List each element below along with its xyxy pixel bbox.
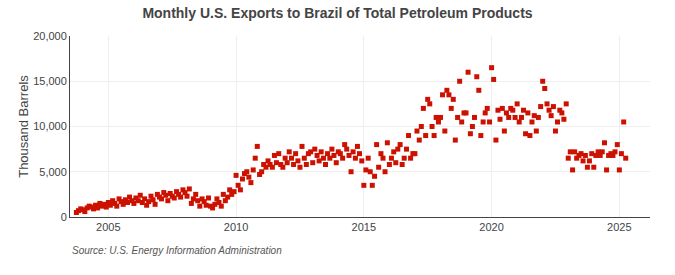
svg-text:2025: 2025 — [607, 221, 631, 233]
svg-text:2005: 2005 — [96, 221, 120, 233]
svg-text:2010: 2010 — [224, 221, 248, 233]
svg-text:10,000: 10,000 — [33, 120, 67, 132]
svg-text:20,000: 20,000 — [33, 30, 67, 42]
svg-text:15,000: 15,000 — [33, 75, 67, 87]
svg-text:0: 0 — [61, 211, 67, 223]
svg-text:Thousand Barrels: Thousand Barrels — [16, 75, 31, 178]
svg-text:Monthly U.S. Exports to Brazil: Monthly U.S. Exports to Brazil of Total … — [142, 5, 532, 21]
svg-text:2020: 2020 — [479, 221, 503, 233]
svg-text:5,000: 5,000 — [39, 166, 67, 178]
svg-text:2015: 2015 — [352, 221, 376, 233]
svg-text:Source: U.S. Energy Informatio: Source: U.S. Energy Information Administ… — [72, 245, 282, 256]
